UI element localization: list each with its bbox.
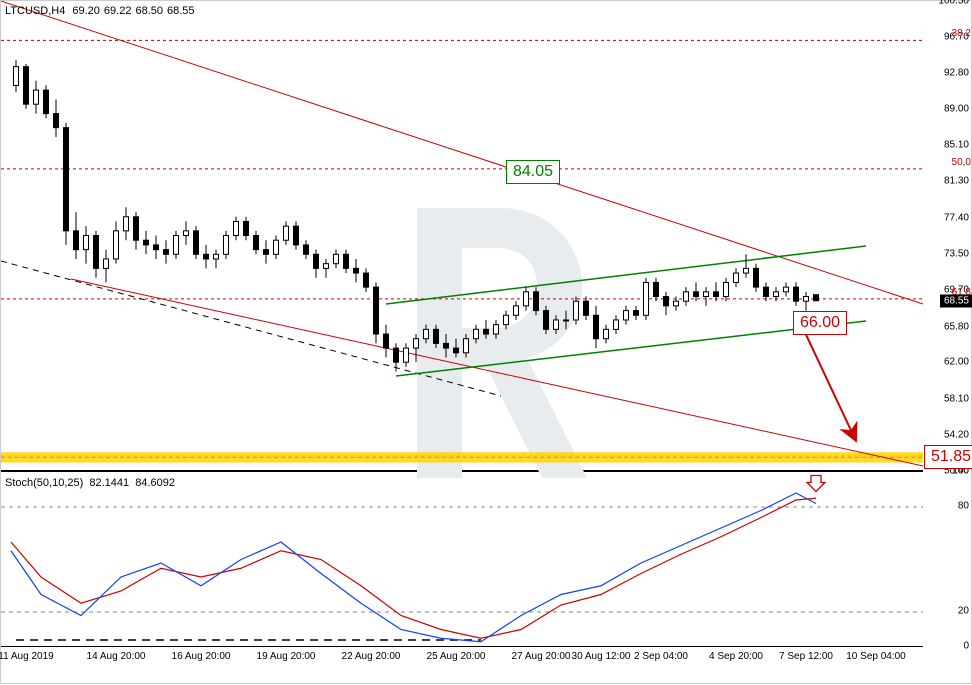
price-tick: 62.00 [944,357,969,368]
date-tick: 4 Sep 20:00 [709,651,763,662]
chart-container: 84.05 66.00 51.85 LTCUSD,H4 69.2069.2268.5… [1,1,972,685]
price-tick: 81.30 [944,176,969,187]
date-tick: 7 Sep 12:00 [779,651,833,662]
date-tick: 19 Aug 20:00 [257,651,316,662]
date-tick: 25 Aug 20:00 [427,651,486,662]
symbol-label: LTCUSD [5,5,48,17]
indicator-axis: 02080100 [923,471,972,646]
indicator-tick: 0 [963,641,969,652]
price-level-box: 51.85 [924,445,972,469]
date-tick: 30 Aug 12:00 [572,651,631,662]
price-tick: 92.80 [944,68,969,79]
date-tick: 22 Aug 20:00 [342,651,401,662]
main-price-chart[interactable]: 84.0566.0051.85 [1,1,923,471]
indicator-title: Stoch(50,10,25) 82.1441 84.6092 [5,477,175,489]
date-tick: 2 Sep 04:00 [634,651,688,662]
date-tick: 27 Aug 20:00 [512,651,571,662]
price-tick: 100.50 [938,0,969,7]
indicator-tick: 80 [958,501,969,512]
price-tick: 58.10 [944,393,969,404]
price-tick: 89.00 [944,103,969,114]
price-tick: 73.50 [944,249,969,260]
price-tick: 77.40 [944,212,969,223]
current-price-marker: 68.55 [940,294,972,307]
date-tick: 14 Aug 20:00 [87,651,146,662]
price-tick: 65.80 [944,321,969,332]
date-tick: 11 Aug 2019 [0,651,54,662]
price-level-box: 84.05 [506,160,560,184]
date-tick: 10 Sep 04:00 [846,651,906,662]
timeframe-label: H4 [51,5,65,17]
date-axis: 11 Aug 2019 14 Aug 20:00 16 Aug 20:00 19 Au… [1,646,923,685]
fib-level-label: 50,0 [952,157,971,168]
indicator-chart[interactable] [1,471,923,646]
price-tick: 54.20 [944,430,969,441]
price-level-box: 66.00 [793,311,847,335]
price-tick: 85.10 [944,140,969,151]
fib-level-label: 38,2 [952,28,971,39]
ohlc-values: 69.2069.2268.5068.55 [72,5,198,17]
price-axis: 50.4054.2058.1062.0065.8069.7073.5077.40… [923,1,972,471]
indicator-tick: 20 [958,606,969,617]
date-tick: 16 Aug 20:00 [172,651,231,662]
chart-title: LTCUSD,H4 69.2069.2268.5068.55 [5,5,199,17]
